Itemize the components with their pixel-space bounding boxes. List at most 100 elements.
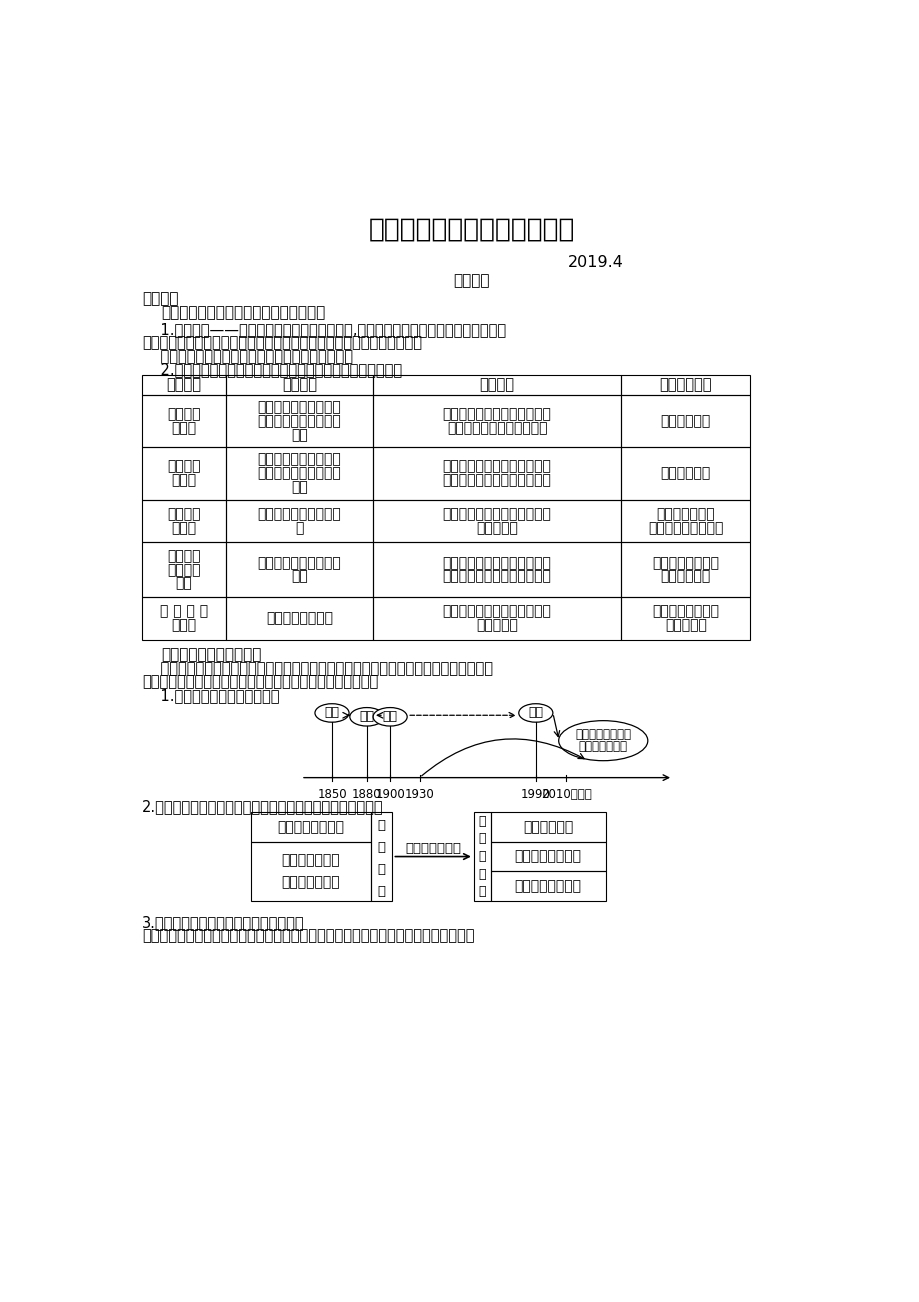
Text: 1990: 1990 [520, 788, 550, 801]
Bar [620, 395, 750, 448]
Text: 钢铁、冶金（如炼铝厂）、化: 钢铁、冶金（如炼铝厂）、化 [442, 506, 550, 521]
Text: 型工业: 型工业 [171, 421, 197, 435]
Text: 工资水平不断提高: 工资水平不断提高 [277, 820, 344, 833]
Text: 普通服装、电子装配、皮革加: 普通服装、电子装配、皮革加 [442, 556, 550, 570]
Text: 市场指向: 市场指向 [167, 460, 200, 474]
Text: 发: 发 [377, 819, 385, 832]
Text: 发: 发 [478, 815, 485, 828]
Text: 工业类型: 工业类型 [166, 378, 201, 392]
Text: 展: 展 [478, 832, 485, 845]
Text: 技术要求高的工业: 技术要求高的工业 [266, 612, 333, 626]
Ellipse shape [349, 707, 383, 727]
Text: 德国: 德国 [359, 711, 374, 724]
Text: 型工业: 型工业 [171, 618, 197, 633]
Text: （火电厂或水电站）: （火电厂或水电站） [647, 521, 722, 535]
Text: 啤酒厂、汽水厂、家具厂、印: 啤酒厂、汽水厂、家具厂、印 [442, 460, 550, 474]
Bar [225, 395, 373, 448]
Text: 1.世界制造业重心转移轨迹。: 1.世界制造业重心转移轨迹。 [142, 689, 279, 703]
Text: 区位选择原则: 区位选择原则 [659, 378, 711, 392]
Text: 接近能源供应地: 接近能源供应地 [656, 506, 714, 521]
Text: 中: 中 [478, 850, 485, 863]
Text: 东亚、拉丁美洲的: 东亚、拉丁美洲的 [574, 728, 630, 741]
Bar [620, 542, 750, 598]
Text: 原料指向: 原料指向 [167, 408, 200, 421]
Text: 力指向型: 力指向型 [167, 562, 200, 577]
Text: 国: 国 [478, 867, 485, 880]
Text: 工业: 工业 [176, 577, 192, 591]
Bar [373, 448, 620, 500]
Text: 廉价劳动: 廉价劳动 [167, 549, 200, 562]
Text: 达: 达 [377, 841, 385, 854]
Text: 部门举例: 部门举例 [479, 378, 514, 392]
Text: 基础设施明显改善: 基础设施明显改善 [514, 850, 581, 863]
Text: 学等重工业: 学等重工业 [476, 521, 517, 535]
Text: 英国: 英国 [324, 707, 339, 720]
Text: 1880: 1880 [352, 788, 381, 801]
Text: 接近高等教育和科: 接近高等教育和科 [652, 604, 719, 618]
Bar [142, 598, 225, 639]
Text: 劳动力的地区: 劳动力的地区 [660, 570, 710, 583]
Bar [373, 395, 620, 448]
Text: 疏导引导: 疏导引导 [142, 290, 178, 306]
Bar [491, 871, 605, 901]
Ellipse shape [518, 703, 552, 723]
Ellipse shape [314, 703, 348, 723]
Text: 的联系。一般来说，运输、土地和集聚是影响工业区位的三大主要因素。: 的联系。一般来说，运输、土地和集聚是影响工业区位的三大主要因素。 [142, 336, 422, 350]
Text: 集成电路、卫星、飞机、精密: 集成电路、卫星、飞机、精密 [442, 604, 550, 618]
Text: 甜菜制糖厂、甘蔗制糖厂、水: 甜菜制糖厂、甘蔗制糖厂、水 [442, 408, 550, 421]
Bar [373, 598, 620, 639]
Text: 2.劳动密集型产业由发达国家向发展中国家转移其原因如下：: 2.劳动密集型产业由发达国家向发展中国家转移其原因如下： [142, 799, 383, 814]
Text: 2010（年）: 2010（年） [540, 788, 591, 801]
Text: 技发达地区: 技发达地区 [664, 618, 706, 633]
Bar [620, 598, 750, 639]
Text: 型工业: 型工业 [171, 474, 197, 487]
Text: 那些高质量的产品、迅速创新的产品和高度专业化的服务，几乎是由少数地区供应的。: 那些高质量的产品、迅速创新的产品和高度专业化的服务，几乎是由少数地区供应的。 [142, 928, 474, 944]
Bar [491, 842, 605, 871]
Text: 工、制伞、制鞋、包带等工业: 工、制伞、制鞋、包带等工业 [442, 570, 550, 583]
Bar [491, 812, 605, 842]
Text: 由于各地区的资源供给、劳动力素质、工资水平、市场需求、环境容量是不同的，而且: 由于各地区的资源供给、劳动力素质、工资水平、市场需求、环境容量是不同的，而且 [142, 661, 493, 676]
Text: 工业: 工业 [290, 480, 308, 495]
Text: 综合以上三个因素，运输是最重要的，土地次之。: 综合以上三个因素，运输是最重要的，土地次之。 [142, 349, 353, 365]
Text: 工资水平较低: 工资水平较低 [523, 820, 573, 835]
Bar [373, 375, 620, 395]
Text: 或运输原料成本较高的: 或运输原料成本较高的 [257, 414, 341, 428]
Text: 1850: 1850 [317, 788, 346, 801]
Bar [473, 812, 491, 901]
Bar [225, 542, 373, 598]
Text: 1900: 1900 [375, 788, 404, 801]
Text: 沉重的环境压力: 沉重的环境压力 [281, 875, 340, 889]
Text: 产品不便于长距离运输: 产品不便于长距离运输 [257, 453, 341, 466]
Bar [250, 812, 370, 841]
Text: 劳动密集型产业: 劳动密集型产业 [404, 842, 460, 855]
Text: 仪表等工业: 仪表等工业 [476, 618, 517, 633]
Text: 产品加工厂、水果罐头厂等: 产品加工厂、水果罐头厂等 [447, 421, 547, 435]
Text: 工业: 工业 [290, 428, 308, 441]
Bar [373, 542, 620, 598]
Bar [620, 500, 750, 542]
Text: 需要投入大量劳动力的: 需要投入大量劳动力的 [257, 556, 341, 570]
Text: 日本: 日本 [528, 707, 543, 720]
Text: 1.工业区位——是指工业企业的经济地理位置,以及工业企业在生产过程中与相关事物: 1.工业区位——是指工业企业的经济地理位置,以及工业企业在生产过程中与相关事物 [142, 322, 505, 337]
Bar [142, 395, 225, 448]
Bar [225, 500, 373, 542]
Text: 美国: 美国 [382, 711, 397, 724]
Text: 接近原料产地: 接近原料产地 [660, 414, 710, 428]
Text: 投资环境明显改善: 投资环境明显改善 [514, 879, 581, 893]
Text: 工业: 工业 [290, 570, 308, 583]
Text: 3.发达国家维持着对高端产品的垄断地位: 3.发达国家维持着对高端产品的垄断地位 [142, 915, 304, 930]
Bar [142, 448, 225, 500]
Text: 需要消耗大量能量的工: 需要消耗大量能量的工 [257, 506, 341, 521]
Text: 技 术 指 向: 技 术 指 向 [160, 604, 208, 618]
Text: 互动课堂: 互动课堂 [453, 273, 489, 288]
Ellipse shape [373, 707, 407, 727]
Ellipse shape [558, 720, 647, 760]
Text: 一、工业区位因素及典型企业的布局原则: 一、工业区位因素及典型企业的布局原则 [162, 306, 325, 320]
Bar [370, 812, 392, 901]
Text: 型工业: 型工业 [171, 521, 197, 535]
Text: 接近具有大量廉价: 接近具有大量廉价 [652, 556, 719, 570]
Text: 家: 家 [377, 885, 385, 898]
Text: 接近消费市场: 接近消费市场 [660, 466, 710, 480]
Text: 工业特点: 工业特点 [281, 378, 317, 392]
Text: 二、工业转移和工业集聚: 二、工业转移和工业集聚 [162, 647, 262, 663]
